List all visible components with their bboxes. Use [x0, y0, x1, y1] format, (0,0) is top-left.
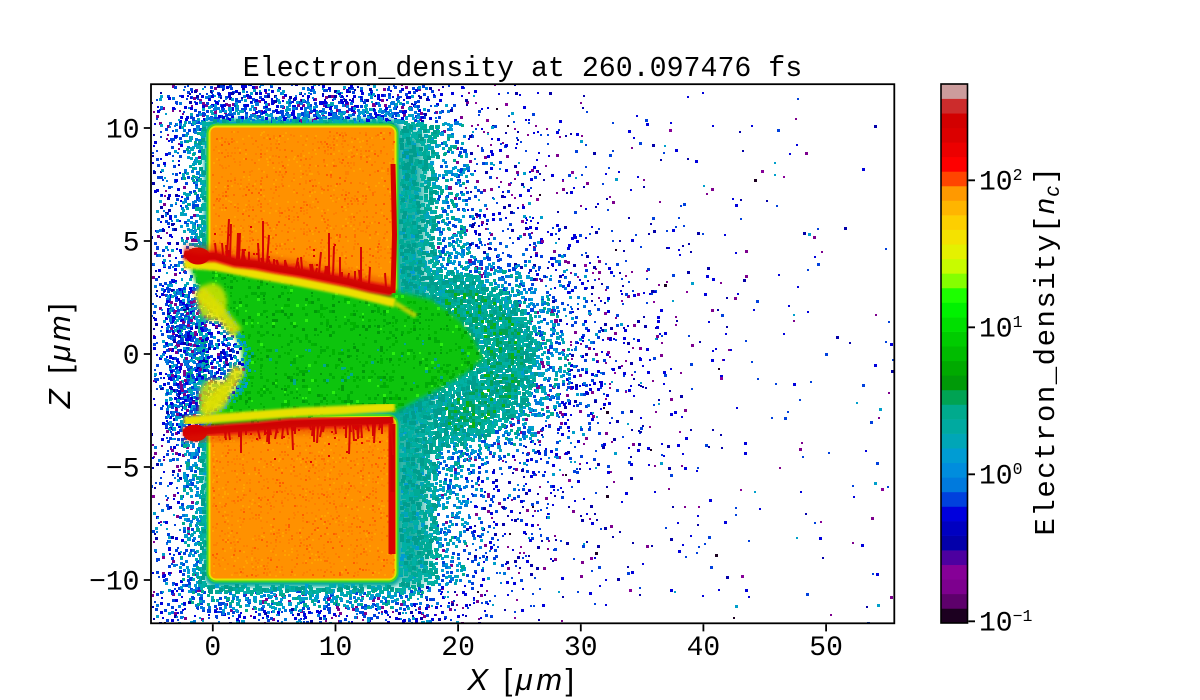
svg-text:Z [μm]: Z [μm] — [42, 300, 77, 410]
svg-text:Electron_density[nc]: Electron_density[nc] — [1029, 166, 1064, 536]
svg-text:30: 30 — [564, 633, 598, 664]
svg-text:40: 40 — [687, 633, 721, 664]
svg-text:10: 10 — [106, 116, 140, 147]
svg-text:10: 10 — [319, 633, 353, 664]
svg-text:0: 0 — [204, 633, 221, 664]
svg-text:50: 50 — [809, 633, 843, 664]
svg-text:5: 5 — [123, 229, 140, 260]
svg-text:−5: −5 — [106, 455, 140, 486]
svg-text:Electron_density at 260.097476: Electron_density at 260.097476 fs — [243, 53, 802, 85]
svg-text:20: 20 — [441, 633, 475, 664]
svg-text:X [μm]: X [μm] — [466, 662, 577, 697]
svg-text:−10: −10 — [89, 568, 139, 599]
svg-text:0: 0 — [123, 342, 140, 373]
